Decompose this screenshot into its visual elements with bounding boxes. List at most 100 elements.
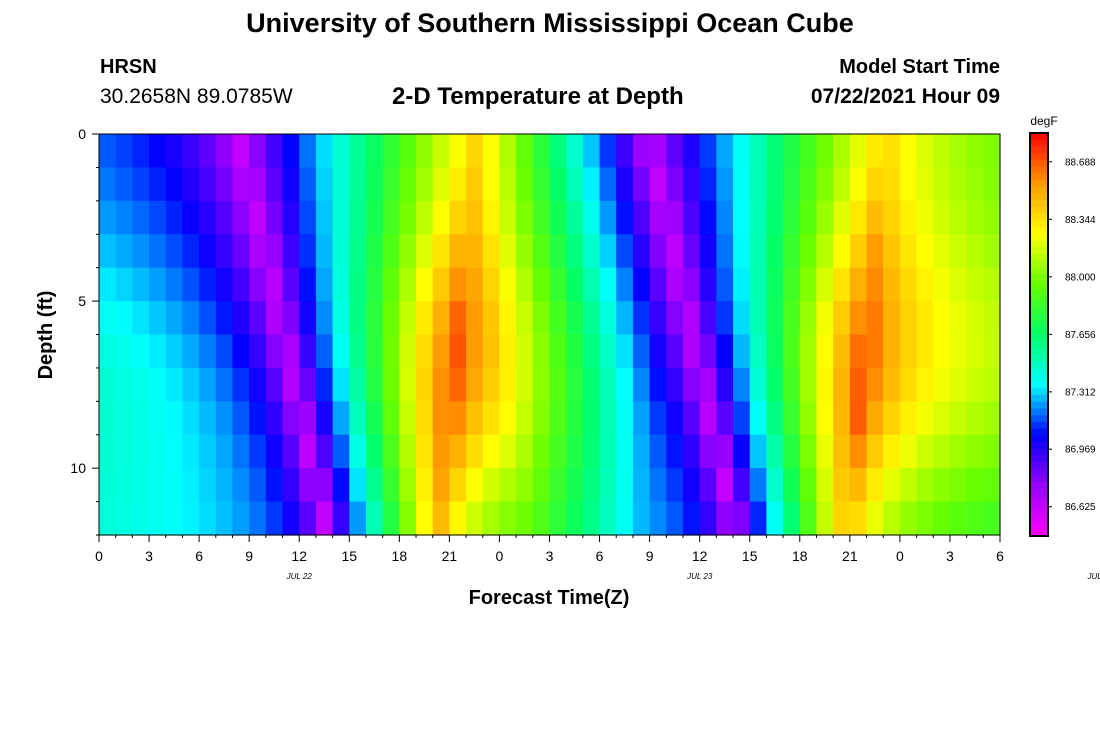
heatmap-cell xyxy=(833,134,851,169)
heatmap-cell xyxy=(916,334,934,369)
heatmap-cell xyxy=(282,334,300,369)
heatmap-cell xyxy=(983,200,1001,235)
heatmap-cell xyxy=(382,334,400,369)
heatmap-cell xyxy=(165,367,184,402)
heatmap-cell xyxy=(449,267,467,302)
heatmap-cell xyxy=(899,367,918,402)
heatmap-cell xyxy=(482,501,501,536)
colorbar-segment xyxy=(1030,287,1048,295)
heatmap-cell xyxy=(599,301,617,336)
colorbar-segment xyxy=(1030,159,1048,168)
heatmap-cell xyxy=(966,334,984,369)
heatmap-cell xyxy=(416,334,434,369)
heatmap-cell xyxy=(883,367,901,402)
heatmap-cell xyxy=(883,167,901,202)
colorbar-segment xyxy=(1030,341,1048,349)
heatmap-cell xyxy=(766,434,784,469)
heatmap-cell xyxy=(833,468,851,503)
heatmap-cell xyxy=(883,267,901,302)
heatmap-cell xyxy=(866,501,884,536)
heatmap-cell xyxy=(282,468,300,503)
heatmap-cell xyxy=(816,367,834,402)
heatmap-cell xyxy=(215,267,234,302)
heatmap-cell xyxy=(916,468,934,503)
date-label: JUL 22 xyxy=(286,572,313,581)
heatmap-cell xyxy=(332,367,350,402)
colorbar-segment xyxy=(1030,240,1048,248)
heatmap-cell xyxy=(733,167,751,202)
heatmap-cell xyxy=(549,167,567,202)
heatmap-cell xyxy=(165,167,184,202)
heatmap-cell xyxy=(499,134,517,169)
heatmap-cell xyxy=(282,167,300,202)
heatmap-cell xyxy=(883,134,901,169)
heatmap-cell xyxy=(799,167,818,202)
heatmap-cell xyxy=(699,167,717,202)
heatmap-cell xyxy=(516,334,534,369)
y-tick-label: 10 xyxy=(70,460,86,476)
colorbar-segment xyxy=(1030,441,1048,450)
heatmap-cell xyxy=(232,401,250,436)
heatmap-cell xyxy=(466,367,484,402)
heatmap-cell xyxy=(416,301,434,336)
colorbar-label: degF xyxy=(1030,114,1057,128)
heatmap-cell xyxy=(249,434,267,469)
colorbar-segment xyxy=(1030,139,1048,148)
heatmap-cell xyxy=(382,267,400,302)
heatmap-cell xyxy=(282,501,300,536)
heatmap-cell xyxy=(315,367,334,402)
colorbar-segment xyxy=(1030,314,1048,322)
heatmap-cell xyxy=(349,334,367,369)
heatmap-cell xyxy=(482,367,501,402)
colorbar-segment xyxy=(1030,294,1048,302)
heatmap-cell xyxy=(749,301,768,336)
heatmap-cell xyxy=(682,334,701,369)
heatmap-cell xyxy=(616,434,634,469)
heatmap-cell xyxy=(449,334,467,369)
heatmap-cell xyxy=(899,267,918,302)
heatmap-cell xyxy=(466,134,484,169)
heatmap-cell xyxy=(115,167,133,202)
heatmap-cell xyxy=(99,367,117,402)
heatmap-cell xyxy=(783,501,801,536)
heatmap-cell xyxy=(632,267,651,302)
colorbar-tick-label: 87.312 xyxy=(1065,387,1096,398)
heatmap-cell xyxy=(582,200,601,235)
heatmap-cell xyxy=(582,501,601,536)
heatmap-cell xyxy=(449,301,467,336)
heatmap-cell xyxy=(249,334,267,369)
heatmap-cell xyxy=(399,434,417,469)
heatmap-cell xyxy=(365,334,384,369)
heatmap-cell xyxy=(566,200,584,235)
heatmap-cell xyxy=(566,367,584,402)
heatmap-cell xyxy=(416,200,434,235)
heatmap-cell xyxy=(983,468,1001,503)
heatmap-cell xyxy=(849,301,868,336)
heatmap-cell xyxy=(899,301,918,336)
heatmap-cell xyxy=(432,134,450,169)
heatmap-cell xyxy=(549,134,567,169)
colorbar-segment xyxy=(1030,227,1048,235)
heatmap-cell xyxy=(365,301,384,336)
colorbar-segment xyxy=(1030,253,1048,262)
heatmap-cell xyxy=(766,301,784,336)
colorbar-tick-label: 88.688 xyxy=(1065,157,1096,168)
colorbar-segment xyxy=(1030,200,1048,208)
heatmap-cell xyxy=(616,167,634,202)
heatmap-cell xyxy=(516,200,534,235)
heatmap-cell xyxy=(349,301,367,336)
heatmap-cell xyxy=(632,468,651,503)
colorbar-segment xyxy=(1030,354,1048,362)
heatmap-cell xyxy=(132,334,150,369)
heatmap-cell xyxy=(582,434,601,469)
heatmap-cell xyxy=(215,234,234,269)
colorbar-segment xyxy=(1030,482,1048,490)
heatmap-cell xyxy=(249,401,267,436)
heatmap-cell xyxy=(616,334,634,369)
heatmap-cell xyxy=(249,134,267,169)
heatmap-cell xyxy=(349,267,367,302)
heatmap-cell xyxy=(549,468,567,503)
heatmap-cell xyxy=(499,434,517,469)
heatmap-cell xyxy=(616,501,634,536)
heatmap-cell xyxy=(983,134,1001,169)
